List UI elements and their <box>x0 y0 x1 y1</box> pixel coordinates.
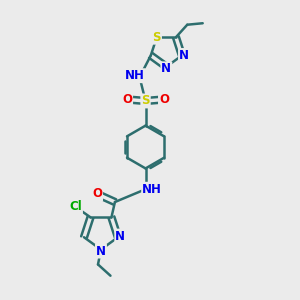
Text: N: N <box>115 230 125 243</box>
Text: O: O <box>122 93 132 106</box>
Text: S: S <box>141 94 150 107</box>
Text: S: S <box>152 31 161 44</box>
Text: NH: NH <box>142 183 162 196</box>
Text: N: N <box>179 49 189 62</box>
Text: N: N <box>161 62 171 75</box>
Text: O: O <box>92 188 102 200</box>
Text: Cl: Cl <box>69 200 82 213</box>
Text: N: N <box>96 244 106 258</box>
Text: NH: NH <box>125 69 145 82</box>
Text: O: O <box>159 93 169 106</box>
